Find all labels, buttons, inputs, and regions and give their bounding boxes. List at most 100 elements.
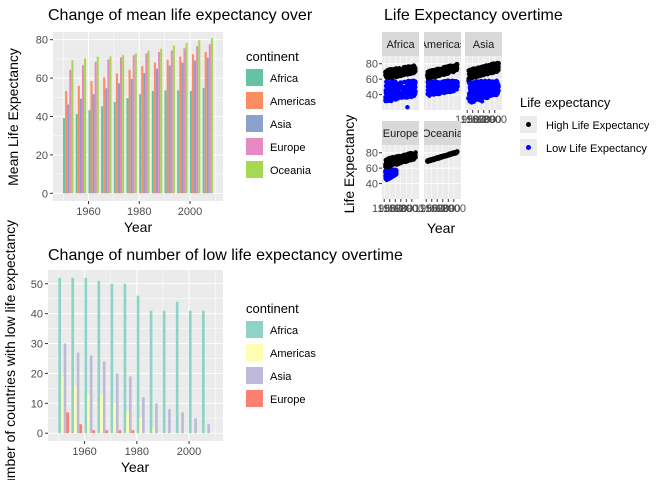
bar-oceania [210,38,213,194]
point-high-life-expectancy [467,76,472,81]
bar-asia [115,373,119,434]
bar-africa [139,94,142,194]
point-high-life-expectancy [471,67,477,72]
point-high-life-expectancy [388,67,394,73]
x-tick-label: 1990 [436,203,460,215]
bar-europe [145,53,148,194]
facet-strip-label: Europe [383,128,418,140]
bar-asia [181,62,184,194]
mean-life-chart: 0 20 40 60 80 1960 1980 2000 Change of mean life… [5,7,316,235]
y-tick-label: 60 [366,74,378,86]
bar-europe [132,55,135,194]
legend-label-europe: Europe [270,394,305,406]
point-low-life-expectancy [392,81,397,86]
bar-asia [128,376,132,434]
point-low-life-expectancy [443,87,449,93]
bar-americas [65,90,68,194]
point-high-life-expectancy [391,70,397,76]
bar-africa [110,283,114,434]
point-high-life-expectancy [425,71,431,76]
point-high-life-expectancy [401,72,407,78]
x-tick-label: 1980 [389,203,413,215]
legend-label-oceania: Oceania [270,165,312,177]
y-tick-label: 60 [366,163,378,175]
bar-asia [142,397,145,434]
point-low-life-expectancy [412,90,417,96]
x-tick-label: 1960 [72,446,96,458]
legend-key-point [526,122,531,127]
point-low-life-expectancy [402,86,407,92]
low-count-chart: 0 10 20 30 40 50 1960 1980 2000 Change of number … [2,220,403,480]
bar-asia [168,409,171,434]
bar-africa [149,310,153,434]
point-low-life-expectancy [428,80,433,85]
bar-asia [89,355,93,434]
bar-europe [66,412,70,434]
x-tick-label: 2000 [442,203,466,215]
bar-oceania [109,56,112,194]
bar-americas [77,85,80,194]
bar-europe [69,69,72,194]
bar-americas [87,394,90,434]
point-high-life-expectancy [396,69,401,74]
point-low-life-expectancy [495,89,500,94]
point-high-life-expectancy [402,68,407,74]
bar-asia [63,343,67,434]
point-low-life-expectancy [477,87,482,93]
bar-africa [136,295,140,434]
bar-asia [67,104,70,194]
bar-americas [153,62,156,194]
legend-key-europe [246,390,263,407]
bar-europe [105,430,109,434]
point-low-life-expectancy [487,92,492,97]
bar-asia [194,418,197,434]
point-high-life-expectancy [489,68,494,73]
bar-africa [164,90,167,194]
bar-oceania [172,45,175,194]
legend: continent Africa Americas Asia Europe Oceania [246,49,316,178]
facet-scatter-chart: Life Expectancy overtime Year Life Expecta… [341,7,650,236]
point-low-life-expectancy [384,83,390,89]
point-low-life-expectancy [472,82,477,87]
point-low-life-expectancy [425,84,431,89]
bar-africa [97,280,101,434]
bar-europe [131,430,135,434]
bar-europe [94,61,97,194]
x-axis-title: Year [121,459,150,475]
bar-americas [141,66,144,194]
point-high-life-expectancy [452,151,458,156]
bar-africa [162,310,166,434]
bar-europe [79,424,83,434]
bar-africa [84,277,88,434]
y-tick-label: 40 [31,309,43,321]
y-tick-label: 20 [31,368,43,380]
legend-label-americas: Americas [270,96,316,108]
bar-europe [196,46,199,194]
bar-europe [81,65,85,194]
bar-americas [179,56,182,194]
bar-africa [88,110,91,194]
x-tick-label: 1950 [372,203,396,215]
bar-americas [152,427,156,434]
bar-americas [115,73,118,194]
legend-key-africa [246,321,263,338]
x-tick-label: 1960 [377,203,401,215]
point-low-life-expectancy [405,81,411,87]
bar-asia [206,57,209,194]
point-low-life-expectancy [436,85,441,90]
point-high-life-expectancy [411,63,417,68]
bar-asia [79,98,82,194]
point-low-life-expectancy [444,78,449,84]
x-tick-label: 2000 [483,114,507,126]
x-tick-label: 1960 [76,206,100,218]
point-low-life-expectancy [430,87,436,93]
point-high-life-expectancy [395,161,400,166]
bar-americas [126,412,129,434]
point-high-life-expectancy [385,163,391,168]
x-tick-label: 1990 [394,203,418,215]
x-tick-label: 1980 [127,206,151,218]
bar-oceania [198,40,201,194]
point-low-life-expectancy [396,84,402,89]
y-tick-label: 50 [31,279,43,291]
bar-asia [92,94,95,194]
